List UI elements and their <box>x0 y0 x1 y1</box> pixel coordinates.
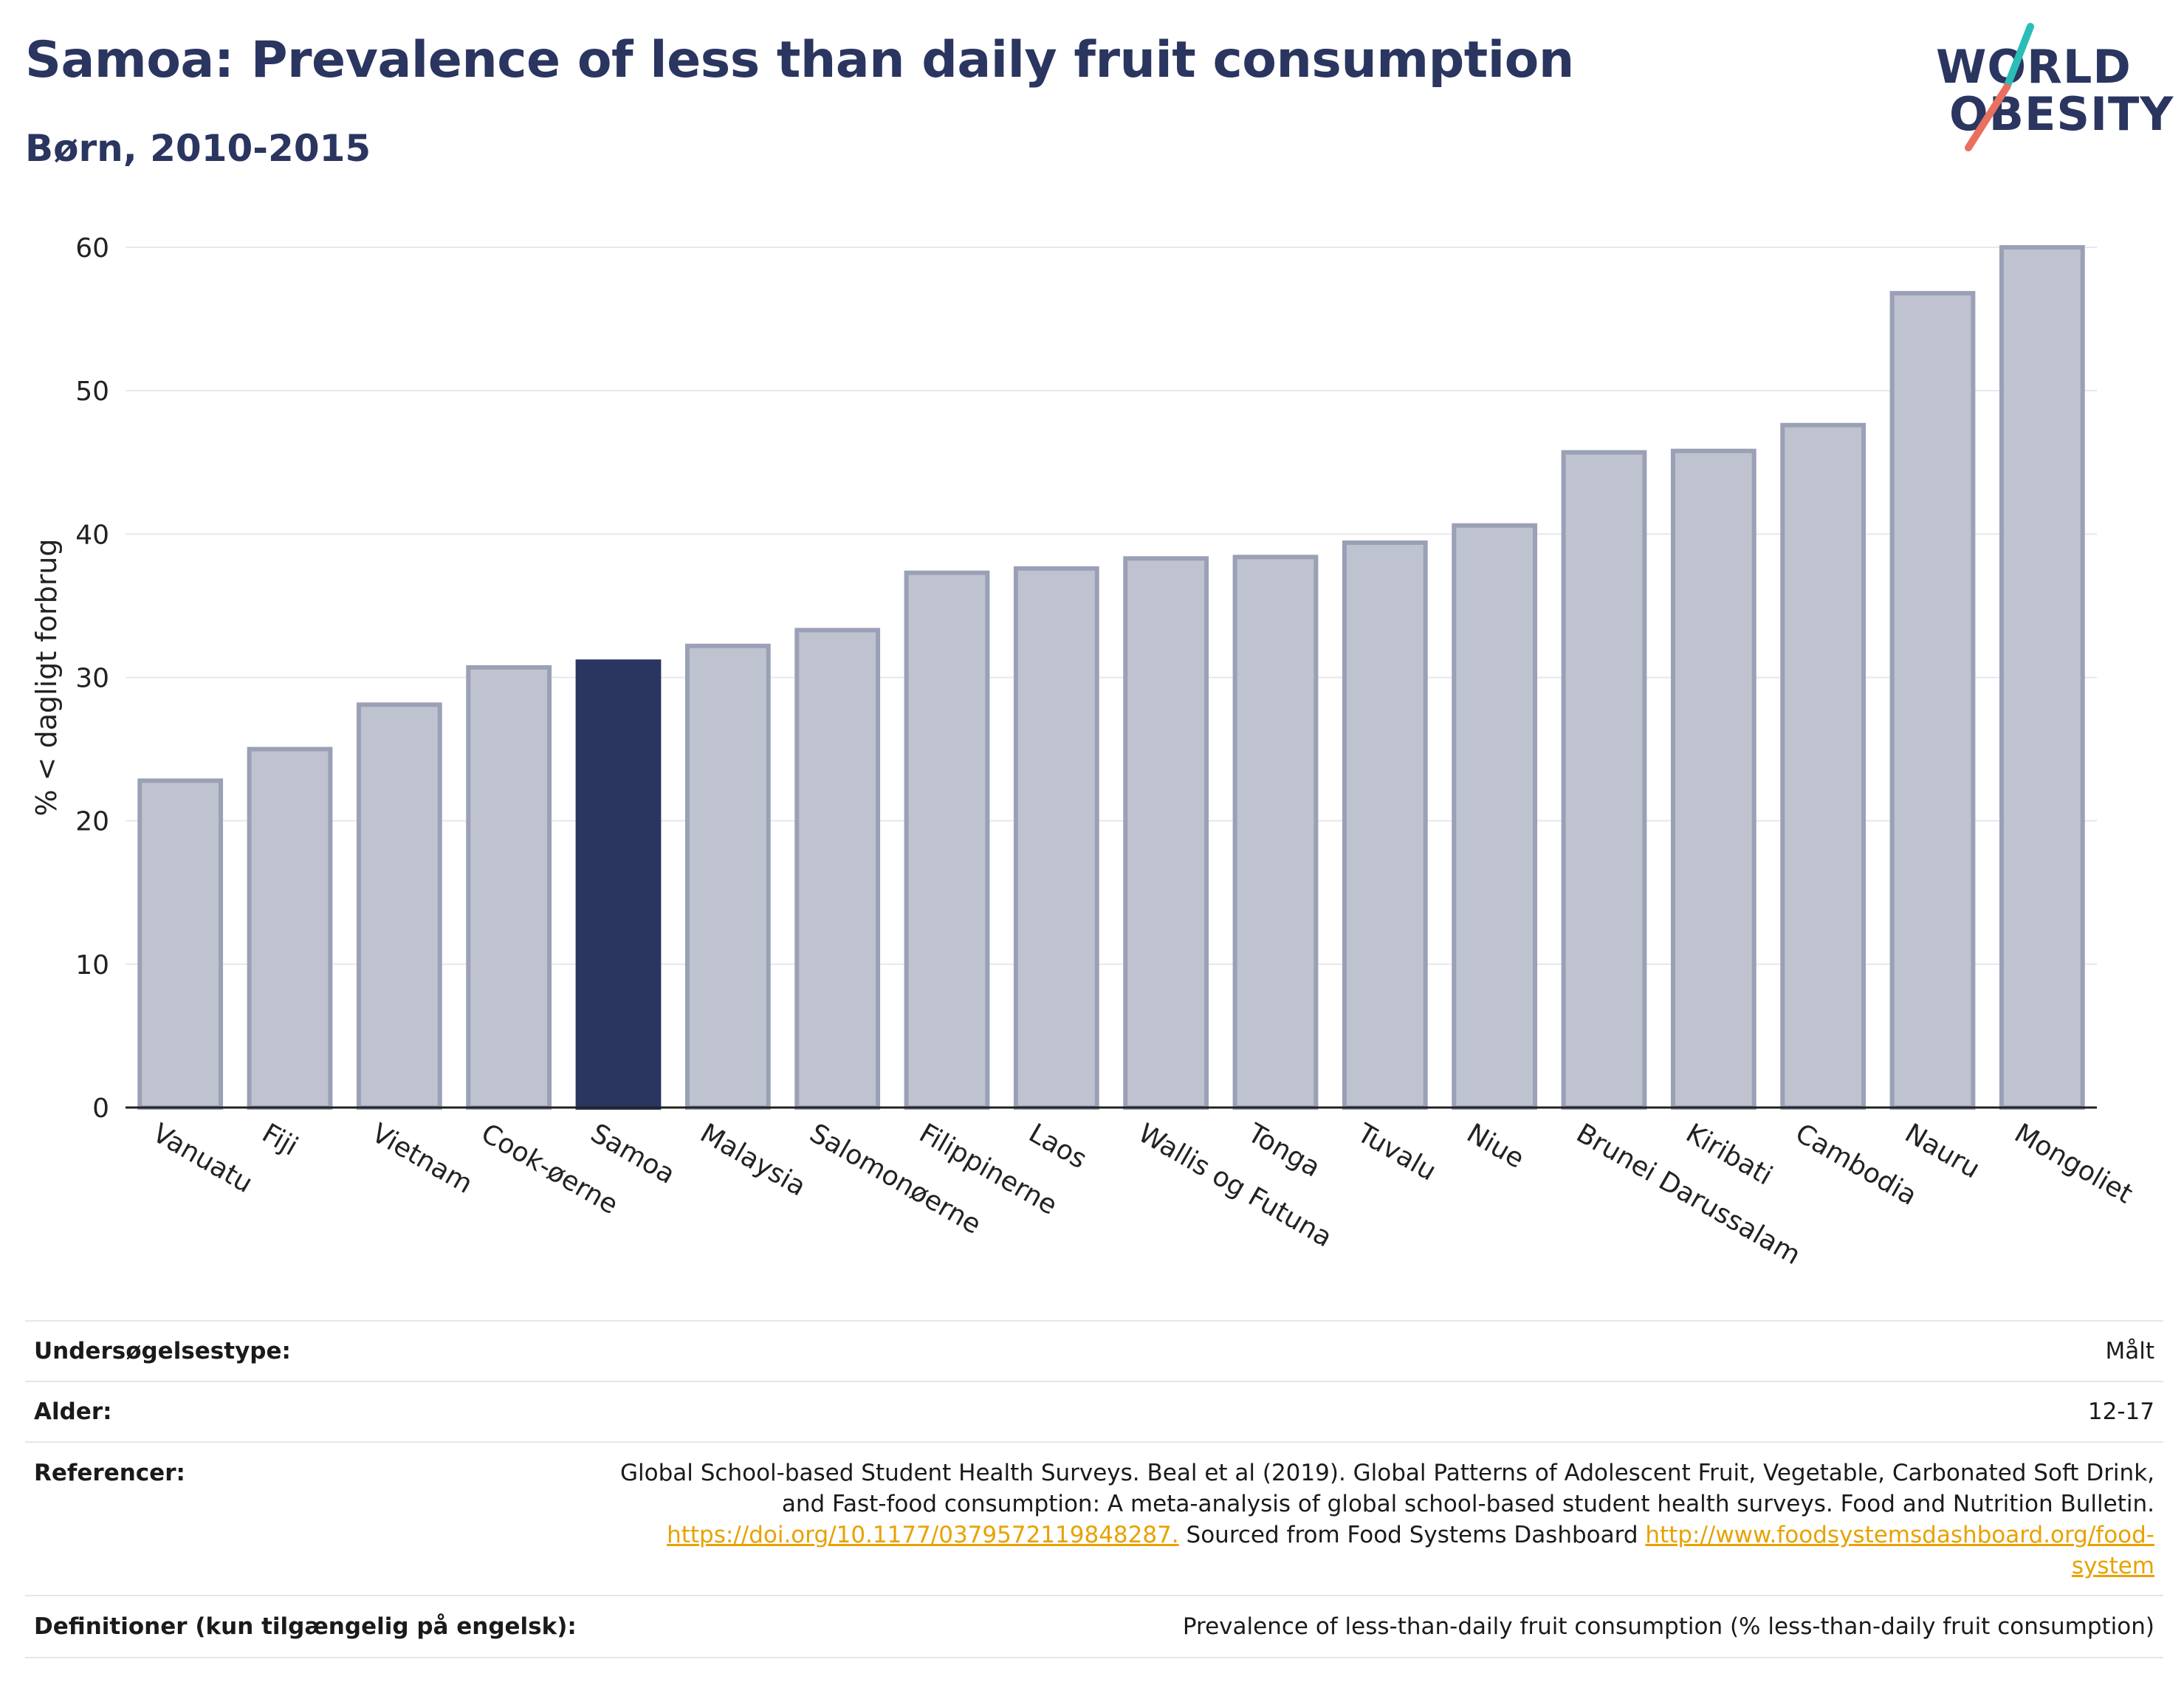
bar-niue[interactable] <box>1452 523 1538 1110</box>
logo-text-world: WORLD <box>1936 40 2132 94</box>
bar-tonga[interactable] <box>1232 555 1319 1110</box>
page-subtitle: Børn, 2010-2015 <box>25 127 371 170</box>
bar-fiji[interactable] <box>247 746 333 1110</box>
y-tick-label: 60 <box>75 233 109 264</box>
definitions-label: Definitioner (kun tilgængelig på engelsk… <box>34 1613 577 1640</box>
x-tick-label: Malaysia <box>695 1118 811 1202</box>
bar-nauru[interactable] <box>1889 291 1976 1110</box>
bar-cambodia[interactable] <box>1780 422 1867 1110</box>
logo-slash-icon <box>1965 23 2034 151</box>
x-tick-label: Nauru <box>1900 1118 1985 1184</box>
bar-brunei-darussalam[interactable] <box>1561 450 1647 1110</box>
age-label: Alder: <box>34 1398 112 1425</box>
x-tick-label: Tonga <box>1242 1118 1325 1184</box>
bar-samoa[interactable] <box>575 659 662 1110</box>
y-tick-label: 0 <box>92 1094 109 1124</box>
info-row-references: Referencer: Global School-based Student … <box>25 1441 2163 1595</box>
world-obesity-logo[interactable]: WORLD OBESITY <box>1920 22 2173 155</box>
definitions-value: Prevalence of less-than-daily fruit cons… <box>1182 1613 2154 1640</box>
references-line-1: Global School-based Student Health Surve… <box>620 1460 2154 1486</box>
page-title: Samoa: Prevalence of less than daily fru… <box>25 31 1574 89</box>
y-tick-label: 20 <box>75 807 109 837</box>
info-table: Undersøgelsestype: Målt Alder: 12-17 Ref… <box>25 1320 2163 1658</box>
survey-type-label: Undersøgelsestype: <box>34 1338 291 1364</box>
x-tick-label: Niue <box>1462 1118 1529 1174</box>
survey-type-value: Målt <box>2105 1338 2154 1364</box>
references-value: Global School-based Student Health Surve… <box>620 1458 2154 1582</box>
x-tick-label: Cambodia <box>1790 1118 1922 1212</box>
x-tick-label: Vanuatu <box>148 1118 258 1199</box>
chart-bars <box>137 245 2085 1110</box>
bar-vietnam[interactable] <box>356 702 442 1110</box>
bar-malaysia[interactable] <box>684 643 771 1110</box>
bar-wallis-og-futuna[interactable] <box>1123 556 1209 1110</box>
x-tick-label: Mongoliet <box>2009 1118 2137 1209</box>
x-tick-label: Vietnam <box>366 1118 477 1200</box>
bar-mongoliet[interactable] <box>1999 245 2085 1110</box>
age-value: 12-17 <box>2087 1398 2154 1425</box>
x-tick-label: Laos <box>1023 1118 1091 1175</box>
bar-cook-øerne[interactable] <box>466 665 552 1110</box>
references-sourced-text: Sourced from Food Systems Dashboard <box>1178 1522 1646 1548</box>
info-row-definitions: Definitioner (kun tilgængelig på engelsk… <box>25 1595 2163 1658</box>
bar-kiribati[interactable] <box>1670 448 1757 1110</box>
doi-link[interactable]: https://doi.org/10.1177/0379572119848287… <box>667 1522 1179 1548</box>
x-tick-label: Samoa <box>586 1118 680 1190</box>
bar-vanuatu[interactable] <box>137 778 224 1110</box>
x-tick-label: Fiji <box>257 1118 303 1162</box>
y-axis-ticks: 0 10 20 30 40 50 60 <box>75 233 109 1124</box>
chart-gridlines <box>126 247 2097 965</box>
info-row-survey-type: Undersøgelsestype: Målt <box>25 1320 2163 1381</box>
dashboard-link-continued[interactable]: system <box>2071 1553 2154 1579</box>
bar-filippinerne[interactable] <box>904 570 990 1110</box>
y-axis-label: % < dagligt forbrug <box>30 538 63 816</box>
dashboard-link[interactable]: http://www.foodsystemsdashboard.org/food… <box>1645 1522 2154 1548</box>
x-tick-label: Tuvalu <box>1351 1118 1440 1187</box>
bar-tuvalu[interactable] <box>1342 540 1428 1110</box>
y-tick-label: 50 <box>75 377 109 407</box>
references-label: Referencer: <box>34 1460 185 1486</box>
info-row-age: Alder: 12-17 <box>25 1381 2163 1441</box>
references-line-2: and Fast-food consumption: A meta-analys… <box>781 1491 2154 1517</box>
x-tick-label: Wallis og Futuna <box>1133 1118 1337 1253</box>
y-tick-label: 30 <box>75 664 109 694</box>
y-tick-label: 40 <box>75 520 109 550</box>
y-tick-label: 10 <box>75 950 109 981</box>
bar-laos[interactable] <box>1013 566 1099 1110</box>
bar-salomonøerne[interactable] <box>794 628 881 1110</box>
